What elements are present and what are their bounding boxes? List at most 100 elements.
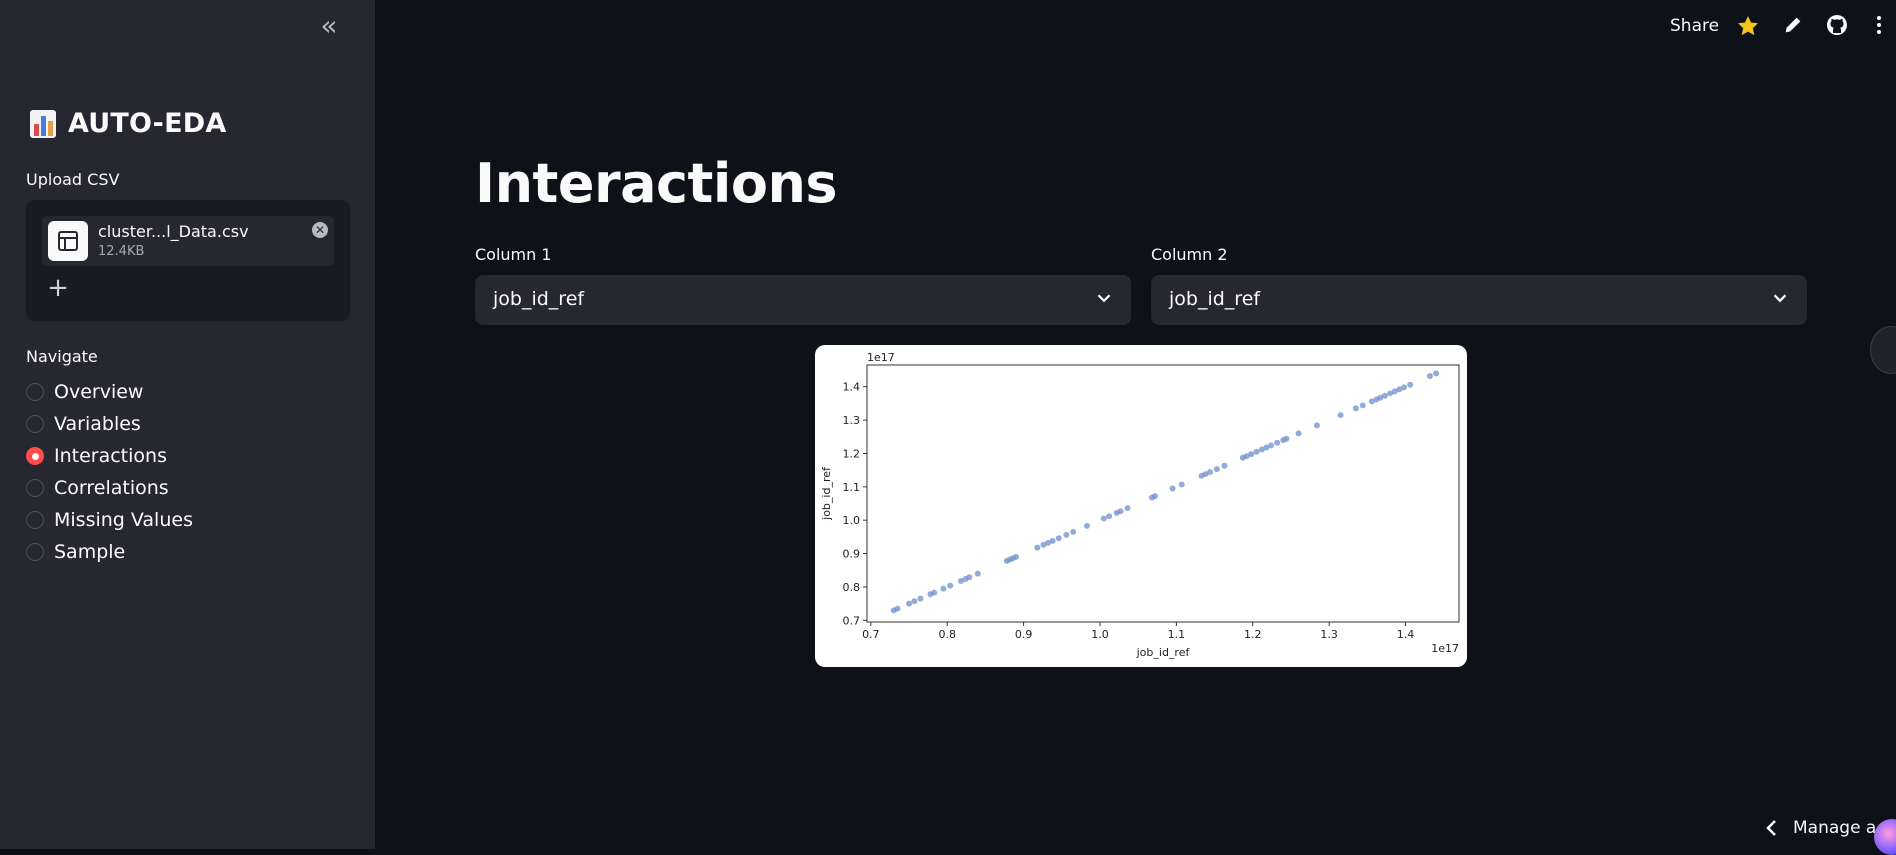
radio-icon[interactable] (26, 447, 44, 465)
x-tick-label: 1.3 (1320, 628, 1338, 641)
x-tick-label: 1.2 (1244, 628, 1262, 641)
scatter-point (966, 574, 973, 581)
scatter-point (1391, 388, 1398, 395)
scatter-point (1151, 493, 1158, 500)
avatar[interactable] (1874, 819, 1896, 855)
scatter-point (931, 589, 938, 596)
scatter-point (1012, 553, 1019, 560)
star-icon[interactable] (1736, 14, 1760, 42)
extension-icon[interactable] (1870, 326, 1896, 374)
scatter-point (1117, 508, 1124, 515)
scatter-point (1034, 544, 1041, 551)
scatter-point (1169, 485, 1176, 492)
add-file-icon[interactable]: + (47, 273, 69, 303)
uploaded-file: cluster...l_Data.csv 12.4KB ✕ (42, 216, 334, 266)
y-tick-label: 1.1 (843, 481, 861, 494)
scatter-point (1337, 412, 1344, 419)
x-tick-label: 0.7 (862, 628, 880, 641)
file-name: cluster...l_Data.csv (98, 222, 249, 241)
column2-value: job_id_ref (1169, 288, 1261, 310)
nav-item-interactions[interactable]: Interactions (26, 442, 167, 470)
radio-icon[interactable] (26, 543, 44, 561)
scatter-point (1433, 370, 1440, 377)
y-tick-label: 0.7 (843, 614, 861, 627)
x-tick-label: 1.1 (1168, 628, 1186, 641)
navigate-label: Navigate (26, 347, 98, 366)
scatter-point (1295, 430, 1302, 437)
scatter-point (1202, 471, 1209, 478)
scatter-point (1387, 390, 1394, 397)
page-title: Interactions (475, 152, 838, 215)
x-offset-label: 1e17 (1431, 642, 1459, 655)
column1-value: job_id_ref (493, 288, 585, 310)
scatter-point (1213, 466, 1220, 473)
bar-chart-icon (30, 109, 56, 138)
scatter-point (1253, 448, 1260, 455)
nav-item-label: Interactions (54, 445, 167, 467)
scatter-point (1178, 481, 1185, 488)
scatter-point (1040, 541, 1047, 548)
nav-item-overview[interactable]: Overview (26, 378, 143, 406)
scatter-point (1268, 442, 1275, 449)
nav-item-sample[interactable]: Sample (26, 538, 125, 566)
y-axis-label: job_id_ref (820, 466, 833, 521)
y-tick-label: 1.2 (843, 447, 861, 460)
radio-icon[interactable] (26, 479, 44, 497)
file-uploader[interactable]: cluster...l_Data.csv 12.4KB ✕ + (26, 200, 350, 321)
y-tick-label: 1.0 (843, 514, 861, 527)
nav-item-label: Correlations (54, 477, 169, 499)
github-icon[interactable] (1825, 13, 1849, 41)
remove-file-icon[interactable]: ✕ (312, 222, 328, 238)
scatter-point (906, 600, 913, 607)
upload-label: Upload CSV (26, 170, 120, 189)
scatter-point (1407, 381, 1414, 388)
y-tick-label: 0.9 (843, 548, 861, 561)
column1-select[interactable]: job_id_ref (475, 275, 1131, 325)
scatter-point (1106, 513, 1113, 520)
y-offset-label: 1e17 (867, 351, 895, 364)
scatter-point (1401, 384, 1408, 391)
nav-item-label: Missing Values (54, 509, 193, 531)
nav-item-label: Sample (54, 541, 126, 563)
scatter-point (894, 605, 901, 612)
collapse-sidebar-icon[interactable]: « (320, 9, 338, 42)
scatter-point (940, 585, 947, 592)
scatter-point (1258, 446, 1265, 453)
scatter-point (1426, 373, 1433, 380)
nav-item-correlations[interactable]: Correlations (26, 474, 169, 502)
chevron-down-icon (1773, 294, 1787, 303)
column2-select[interactable]: job_id_ref (1151, 275, 1807, 325)
scatter-point (1396, 386, 1403, 393)
scatter-point (1063, 531, 1070, 538)
chevron-down-icon (1097, 294, 1111, 303)
y-tick-label: 0.8 (843, 581, 861, 594)
manage-app-label: Manage a (1793, 818, 1877, 838)
scatter-point (947, 582, 954, 589)
chevron-left-icon (1766, 820, 1776, 836)
more-menu-icon[interactable] (1874, 13, 1884, 41)
scatter-point (1049, 537, 1056, 544)
scatter-point (1352, 405, 1359, 412)
x-tick-label: 1.0 (1091, 628, 1109, 641)
nav-item-label: Variables (54, 413, 141, 435)
manage-app-button[interactable]: Manage a (1765, 818, 1876, 838)
radio-icon[interactable] (26, 511, 44, 529)
scatter-point (1243, 453, 1250, 460)
scatter-point (1274, 439, 1281, 446)
nav-item-missing-values[interactable]: Missing Values (26, 506, 193, 534)
scatter-point (1313, 422, 1320, 429)
share-button[interactable]: Share (1670, 16, 1720, 36)
radio-icon[interactable] (26, 383, 44, 401)
x-tick-label: 0.9 (1015, 628, 1032, 641)
scatter-point (1100, 515, 1107, 522)
x-tick-label: 0.8 (938, 628, 956, 641)
scatter-point (1070, 528, 1077, 535)
scatter-point (1283, 435, 1290, 442)
scatter-point (1206, 469, 1213, 476)
scatter-point (917, 595, 924, 602)
nav-item-variables[interactable]: Variables (26, 410, 141, 438)
x-tick-label: 1.4 (1397, 628, 1415, 641)
edit-icon[interactable] (1782, 14, 1804, 40)
radio-icon[interactable] (26, 415, 44, 433)
nav-item-label: Overview (54, 381, 144, 403)
